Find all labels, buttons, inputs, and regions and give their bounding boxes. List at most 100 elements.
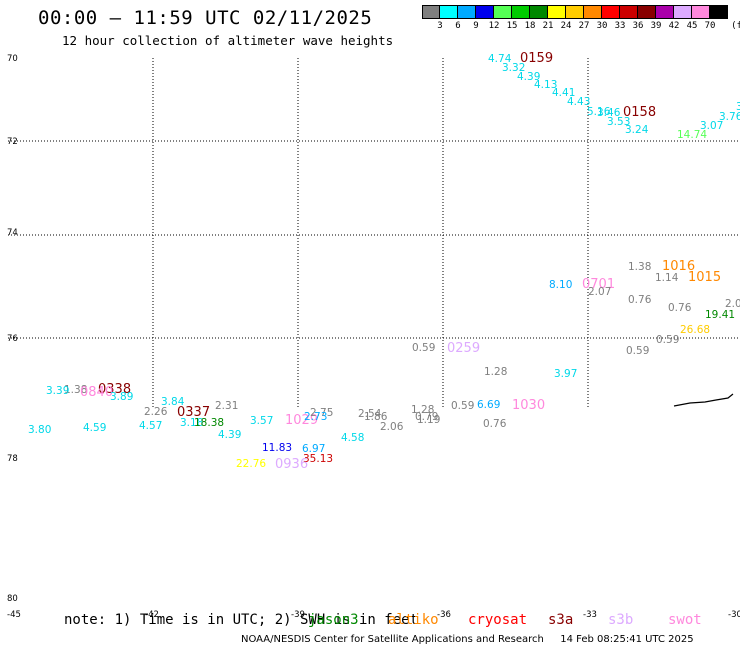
colorbar-swatch (458, 5, 476, 19)
wave-height-value: 3.53 (607, 116, 630, 128)
wave-height-value: 0.79 (415, 411, 438, 423)
wave-height-value: 3. (736, 101, 740, 113)
wave-height-value: 5.16 (587, 106, 611, 118)
colorbar-swatch (440, 5, 458, 19)
wave-height-value: 0.76 (668, 302, 692, 314)
wave-height-value: 14.74 (677, 129, 707, 141)
wave-height-value: 2.0 (725, 298, 740, 310)
colorbar-swatch (494, 5, 512, 19)
colorbar-label: 3 (437, 21, 443, 31)
pass-time-label: 0701 (582, 277, 615, 292)
satellite-jason3: jason3 (308, 612, 359, 628)
latitude-label: 76 (7, 334, 18, 344)
wave-height-value: 4.13 (534, 79, 557, 91)
credit-text: NOAA/NESDIS Center for Satellite Applica… (241, 634, 544, 645)
coastline-segment (673, 393, 734, 407)
colorbar-swatch (584, 5, 602, 19)
pass-time-label: 0338 (98, 382, 131, 397)
wave-height-value: 35.13 (303, 453, 333, 465)
pass-time-label: 1030 (512, 398, 545, 413)
colorbar-swatch (602, 5, 620, 19)
map-grid (8, 58, 740, 408)
latitude-label: 70 (7, 54, 18, 64)
satellite-altiko: altiko (388, 612, 439, 628)
colorbar-swatch (638, 5, 656, 19)
wave-height-value: 1.38 (64, 384, 87, 396)
satellite-s3b: s3b (608, 612, 634, 628)
wave-height-value: 3.97 (554, 368, 577, 380)
colorbar-swatch (674, 5, 692, 19)
wave-height-value: 1.28 (411, 404, 434, 416)
pass-time-label: 1016 (662, 259, 695, 274)
colorbar-label: 18 (524, 21, 536, 31)
longitude-label: -39 (291, 610, 305, 620)
wave-height-value: 4.41 (552, 87, 575, 99)
pass-time-label: 0159 (520, 51, 553, 66)
wave-height-value: 3.76 (719, 111, 740, 123)
timestamp: 14 Feb 08:25:41 UTC 2025 (560, 634, 694, 645)
wave-height-value: 0.59 (451, 400, 474, 412)
pass-time-label: 0936 (275, 457, 308, 472)
longitude-label: -30 (728, 610, 740, 620)
colorbar-label: 27 (578, 21, 590, 31)
wave-height-value: 1.38 (628, 261, 651, 273)
longitude-label: -36 (437, 610, 451, 620)
wave-height-value: 3.18 (180, 417, 203, 429)
colorbar-swatch (530, 5, 548, 19)
wave-height-value: 2.31 (215, 400, 238, 412)
wave-height-value: 11.83 (262, 442, 292, 454)
wave-height-value: 22.76 (236, 458, 266, 470)
wave-height-value: 2.75 (310, 407, 333, 419)
colorbar-swatch (548, 5, 566, 19)
wave-height-value: 4.57 (139, 420, 162, 432)
wave-height-value: 2.07 (588, 286, 611, 298)
wave-height-value: 3.84 (161, 396, 185, 408)
wave-height-value: 3.46 (597, 107, 621, 119)
colorbar-label: 24 (560, 21, 572, 31)
wave-height-value: 1.86 (364, 411, 388, 423)
longitude-label: -45 (7, 610, 21, 620)
wave-height-value: 3.89 (110, 391, 133, 403)
colorbar-swatch (512, 5, 530, 19)
colorbar-label: 39 (650, 21, 662, 31)
colorbar-swatch (422, 5, 440, 19)
wave-height-value: 2.54 (358, 408, 382, 420)
colorbar-swatch (656, 5, 674, 19)
pass-time-label: 0840 (80, 385, 113, 400)
map-axis-labels: 70 72 74 76 78 80 -45 -42 -39 -36 -33 -30 (7, 54, 740, 620)
wave-height-value: 1.14 (655, 272, 679, 284)
wave-height-value: 2.06 (380, 421, 404, 433)
wave-height-value: 4.74 (488, 53, 512, 65)
wave-height-value: 0.59 (412, 342, 435, 354)
latitude-label: 72 (7, 137, 18, 147)
satellite-cryosat: cryosat (468, 612, 528, 628)
wave-height-value: 8.10 (549, 279, 572, 291)
wave-height-value: 3.57 (250, 415, 273, 427)
colorbar-frame (422, 5, 728, 19)
pass-time-label: 0158 (623, 105, 656, 120)
wave-height-value: 3.80 (28, 424, 51, 436)
latitude-label: 78 (7, 454, 18, 464)
longitude-label: -33 (583, 610, 597, 620)
wave-height-value: 18.38 (194, 417, 224, 429)
pass-time-label: 1015 (688, 270, 721, 285)
wave-height-value: 2.26 (144, 406, 168, 418)
wave-height-value: 4.39 (517, 71, 540, 83)
wave-height-value: 3.24 (625, 124, 649, 136)
pass-time-label: 1029 (285, 413, 318, 428)
wave-height-value: 6.97 (302, 443, 325, 455)
colorbar-label: 42 (668, 21, 680, 31)
wave-height-value: 4.59 (83, 422, 106, 434)
wave-height-value: 3.07 (700, 120, 723, 132)
colorbar-label: 36 (632, 21, 644, 31)
wave-height-value: 26.68 (680, 324, 710, 336)
wave-height-value: 1.19 (417, 414, 440, 426)
longitude-label: -42 (145, 610, 159, 620)
colorbar-label: 6 (455, 21, 461, 31)
colorbar-swatch (620, 5, 638, 19)
wave-height-value: 4.43 (567, 96, 590, 108)
colorbar-label: 45 (686, 21, 698, 31)
latitude-label: 74 (7, 228, 18, 238)
